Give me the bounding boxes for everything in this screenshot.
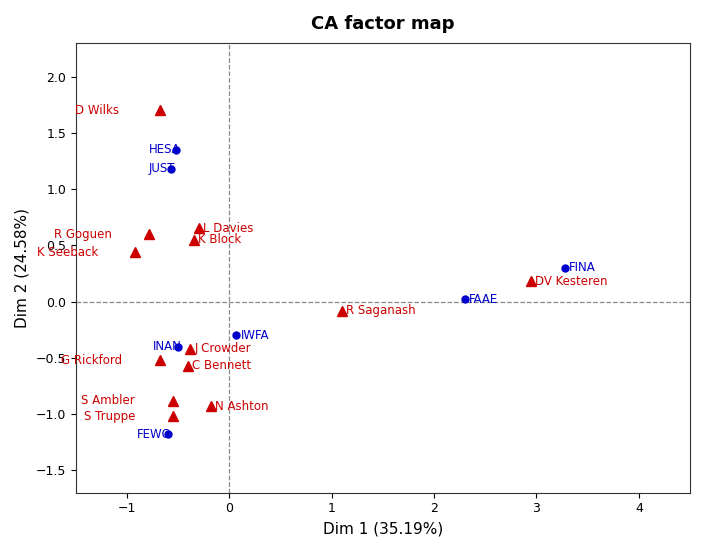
X-axis label: Dim 1 (35.19%): Dim 1 (35.19%)	[323, 521, 443, 536]
Text: FAAE: FAAE	[469, 293, 498, 306]
Y-axis label: Dim 2 (24.58%): Dim 2 (24.58%)	[15, 208, 30, 328]
Text: D Wilks: D Wilks	[75, 104, 118, 117]
Text: N Ashton: N Ashton	[215, 399, 269, 413]
Text: IWFA: IWFA	[240, 329, 269, 342]
Text: R Saganash: R Saganash	[346, 304, 416, 317]
Text: HESA: HESA	[149, 143, 180, 156]
Text: FINA: FINA	[569, 261, 596, 274]
Text: L Davies: L Davies	[203, 222, 253, 235]
Text: K Block: K Block	[197, 233, 241, 246]
Text: G Rickford: G Rickford	[61, 354, 122, 366]
Text: C Bennett: C Bennett	[192, 359, 252, 372]
Text: S Truppe: S Truppe	[84, 410, 135, 423]
Text: INAN: INAN	[154, 340, 183, 353]
Text: JUST: JUST	[149, 163, 175, 175]
Text: R Goguen: R Goguen	[54, 228, 111, 241]
Text: K Seeback: K Seeback	[37, 246, 98, 258]
Text: J Crowder: J Crowder	[195, 342, 251, 355]
Text: S Ambler: S Ambler	[81, 394, 135, 407]
Title: CA factor map: CA factor map	[311, 15, 455, 33]
Text: DV Kesteren: DV Kesteren	[535, 275, 608, 288]
Text: FEWO: FEWO	[137, 428, 172, 441]
